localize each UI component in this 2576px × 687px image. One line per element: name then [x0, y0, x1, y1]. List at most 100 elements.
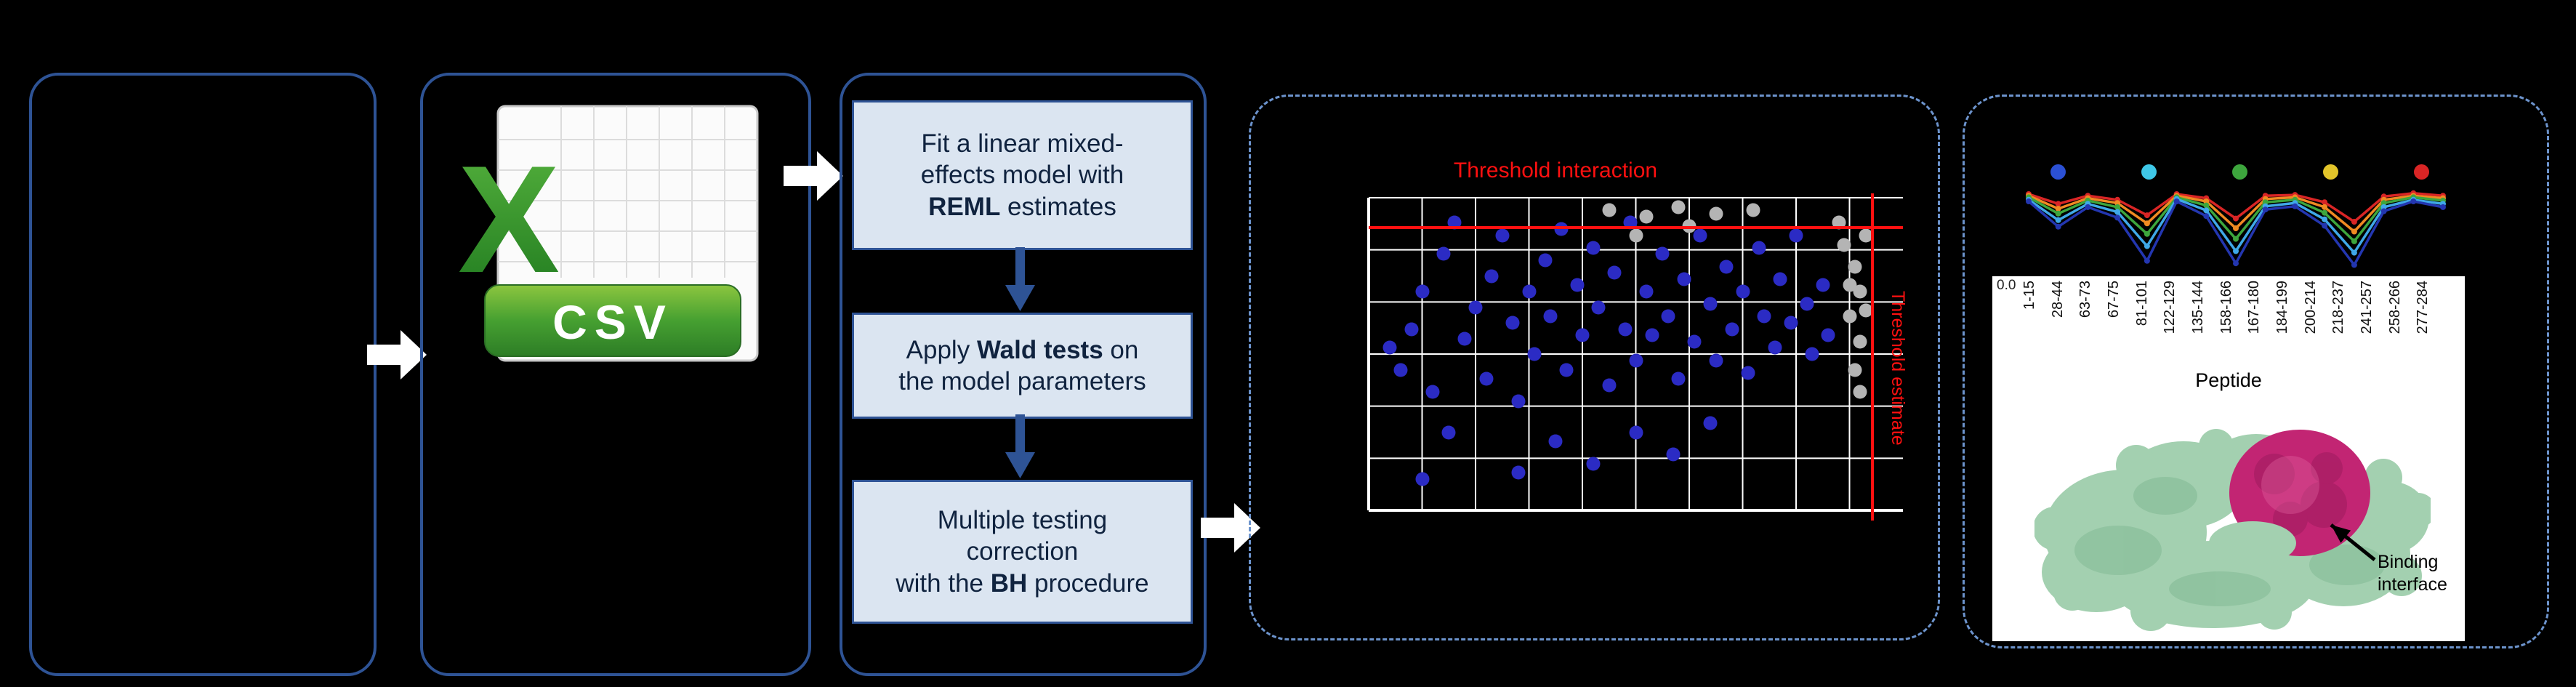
flow-down-arrow-2 — [1005, 414, 1035, 478]
scatter-point-significant — [1538, 253, 1553, 268]
peptide-tick-label: 28-44 — [2049, 281, 2066, 318]
scatter-point-nonsignificant — [1629, 228, 1643, 243]
scatter-point-significant — [1677, 272, 1691, 286]
scatter-point-significant — [1527, 347, 1542, 361]
scatter-point-significant — [1709, 353, 1723, 368]
uptake-data-point — [2322, 204, 2328, 210]
peptide-tick-label: 1-15 — [2021, 281, 2037, 310]
scatter-point-significant — [1511, 465, 1526, 480]
scatter-point-significant — [1768, 340, 1782, 355]
binding-interface-label: Binding interface — [2378, 551, 2465, 597]
legend-dot — [2141, 164, 2157, 180]
peptide-tick-label: 67-75 — [2106, 281, 2122, 318]
panel-step1 — [29, 73, 377, 676]
uptake-data-point — [2055, 210, 2061, 217]
flow-box-line: with the BH procedure — [895, 569, 1149, 598]
uptake-data-point — [2380, 208, 2387, 214]
scatter-point-significant — [1687, 334, 1702, 349]
panel-visualization-results — [1963, 95, 2549, 648]
uptake-data-point — [2114, 204, 2121, 210]
scatter-point-significant — [1671, 371, 1686, 386]
uptake-line-chart — [2026, 190, 2446, 268]
uptake-data-point — [2144, 212, 2150, 219]
flow-step-bh-correction: Multiple testing correction with the BH pr… — [852, 480, 1193, 624]
flow-box-line: the model parameters — [898, 367, 1146, 395]
flow-box-line: correction — [966, 537, 1079, 566]
scatter-point-nonsignificant — [1746, 203, 1760, 217]
peptide-tick-label: 167-180 — [2246, 281, 2263, 334]
scatter-point-nonsignificant — [1859, 228, 1873, 243]
peptide-plot-background: 0.0 1-15 28-44 63-73 67-75 81-101 122-129 135-… — [1992, 276, 2465, 641]
scatter-point-nonsignificant — [1843, 278, 1856, 292]
scatter-point-significant — [1752, 241, 1766, 255]
scatter-point-significant — [1415, 472, 1429, 486]
scatter-point-significant — [1805, 347, 1819, 361]
protein-structure — [2033, 401, 2436, 639]
scatter-point-significant — [1784, 316, 1798, 330]
scatter-point-significant — [1741, 366, 1755, 380]
scatter-point-significant — [1543, 309, 1558, 324]
scatter-point-significant — [1559, 363, 1574, 377]
scatter-point-significant — [1575, 328, 1590, 342]
uptake-data-point — [2055, 217, 2061, 223]
uptake-data-point — [2351, 219, 2357, 225]
scatter-point-significant — [1457, 332, 1472, 345]
peptide-tick-label: 277-284 — [2415, 281, 2431, 334]
uptake-data-point — [2233, 248, 2239, 254]
x-axis-title: Peptide — [2195, 369, 2262, 391]
y-axis-origin-label: 0.0 — [1997, 278, 2016, 293]
pipeline-arrow-2 — [784, 151, 843, 201]
legend-dot — [2414, 164, 2429, 180]
flow-down-arrow-1 — [1005, 247, 1035, 311]
uptake-data-point — [2055, 223, 2061, 230]
scatter-point-significant — [1468, 300, 1483, 314]
spreadsheet-gridlines — [498, 106, 757, 278]
scatter-point-significant — [1816, 278, 1830, 292]
uptake-data-point — [2351, 238, 2357, 244]
peptide-tick-label: 258-266 — [2386, 281, 2403, 334]
binding-interface-region — [2209, 430, 2370, 565]
uptake-data-point — [2262, 199, 2269, 206]
uptake-data-point — [2292, 203, 2298, 209]
scatter-point-nonsignificant — [1671, 200, 1686, 214]
binding-label-line1: Binding — [2378, 552, 2439, 572]
uptake-data-point — [2203, 202, 2210, 209]
uptake-data-point — [2144, 220, 2150, 227]
uptake-data-point — [2351, 228, 2357, 235]
threshold-interaction-line — [1369, 225, 1903, 229]
peptide-tick-label: 184-199 — [2274, 281, 2291, 334]
uptake-data-point — [2026, 198, 2032, 204]
scatter-point-nonsignificant — [1709, 206, 1723, 220]
uptake-data-point — [2262, 206, 2269, 213]
uptake-data-point — [2322, 209, 2328, 216]
scatter-point-significant — [1639, 284, 1654, 299]
scatter-point-significant — [1629, 425, 1643, 439]
scatter-point-significant — [1570, 278, 1585, 292]
csv-file-icon: X CSV — [452, 103, 760, 379]
csv-banner: CSV — [484, 284, 741, 357]
uptake-data-point — [2055, 201, 2061, 207]
scatter-point-nonsignificant — [1843, 309, 1856, 324]
peptide-tick-label: 63-73 — [2077, 281, 2094, 318]
scatter-point-significant — [1773, 272, 1787, 286]
scatter-point-significant — [1548, 434, 1563, 449]
right-arrow-icon — [784, 151, 843, 201]
uptake-data-point — [2322, 199, 2328, 206]
scatter-point-nonsignificant — [1639, 209, 1654, 224]
uptake-data-point — [2114, 214, 2121, 221]
scatter-point-significant — [1655, 246, 1670, 261]
uptake-data-point — [2380, 200, 2387, 206]
scatter-point-nonsignificant — [1853, 385, 1867, 399]
uptake-data-point — [2322, 222, 2328, 229]
scatter-point-significant — [1789, 228, 1803, 243]
scatter-point-significant — [1425, 385, 1440, 399]
scatter-point-nonsignificant — [1859, 303, 1873, 318]
right-arrow-icon — [367, 330, 427, 379]
uptake-data-point — [2055, 206, 2061, 212]
panel-statistics-flowchart — [840, 73, 1207, 676]
scatter-point-significant — [1591, 300, 1606, 314]
uptake-data-point — [2144, 257, 2150, 264]
flow-step-reml-model: Fit a linear mixed-effects model with REM… — [852, 100, 1193, 250]
legend-dot — [2050, 164, 2066, 180]
scatter-plot — [1367, 193, 1903, 521]
